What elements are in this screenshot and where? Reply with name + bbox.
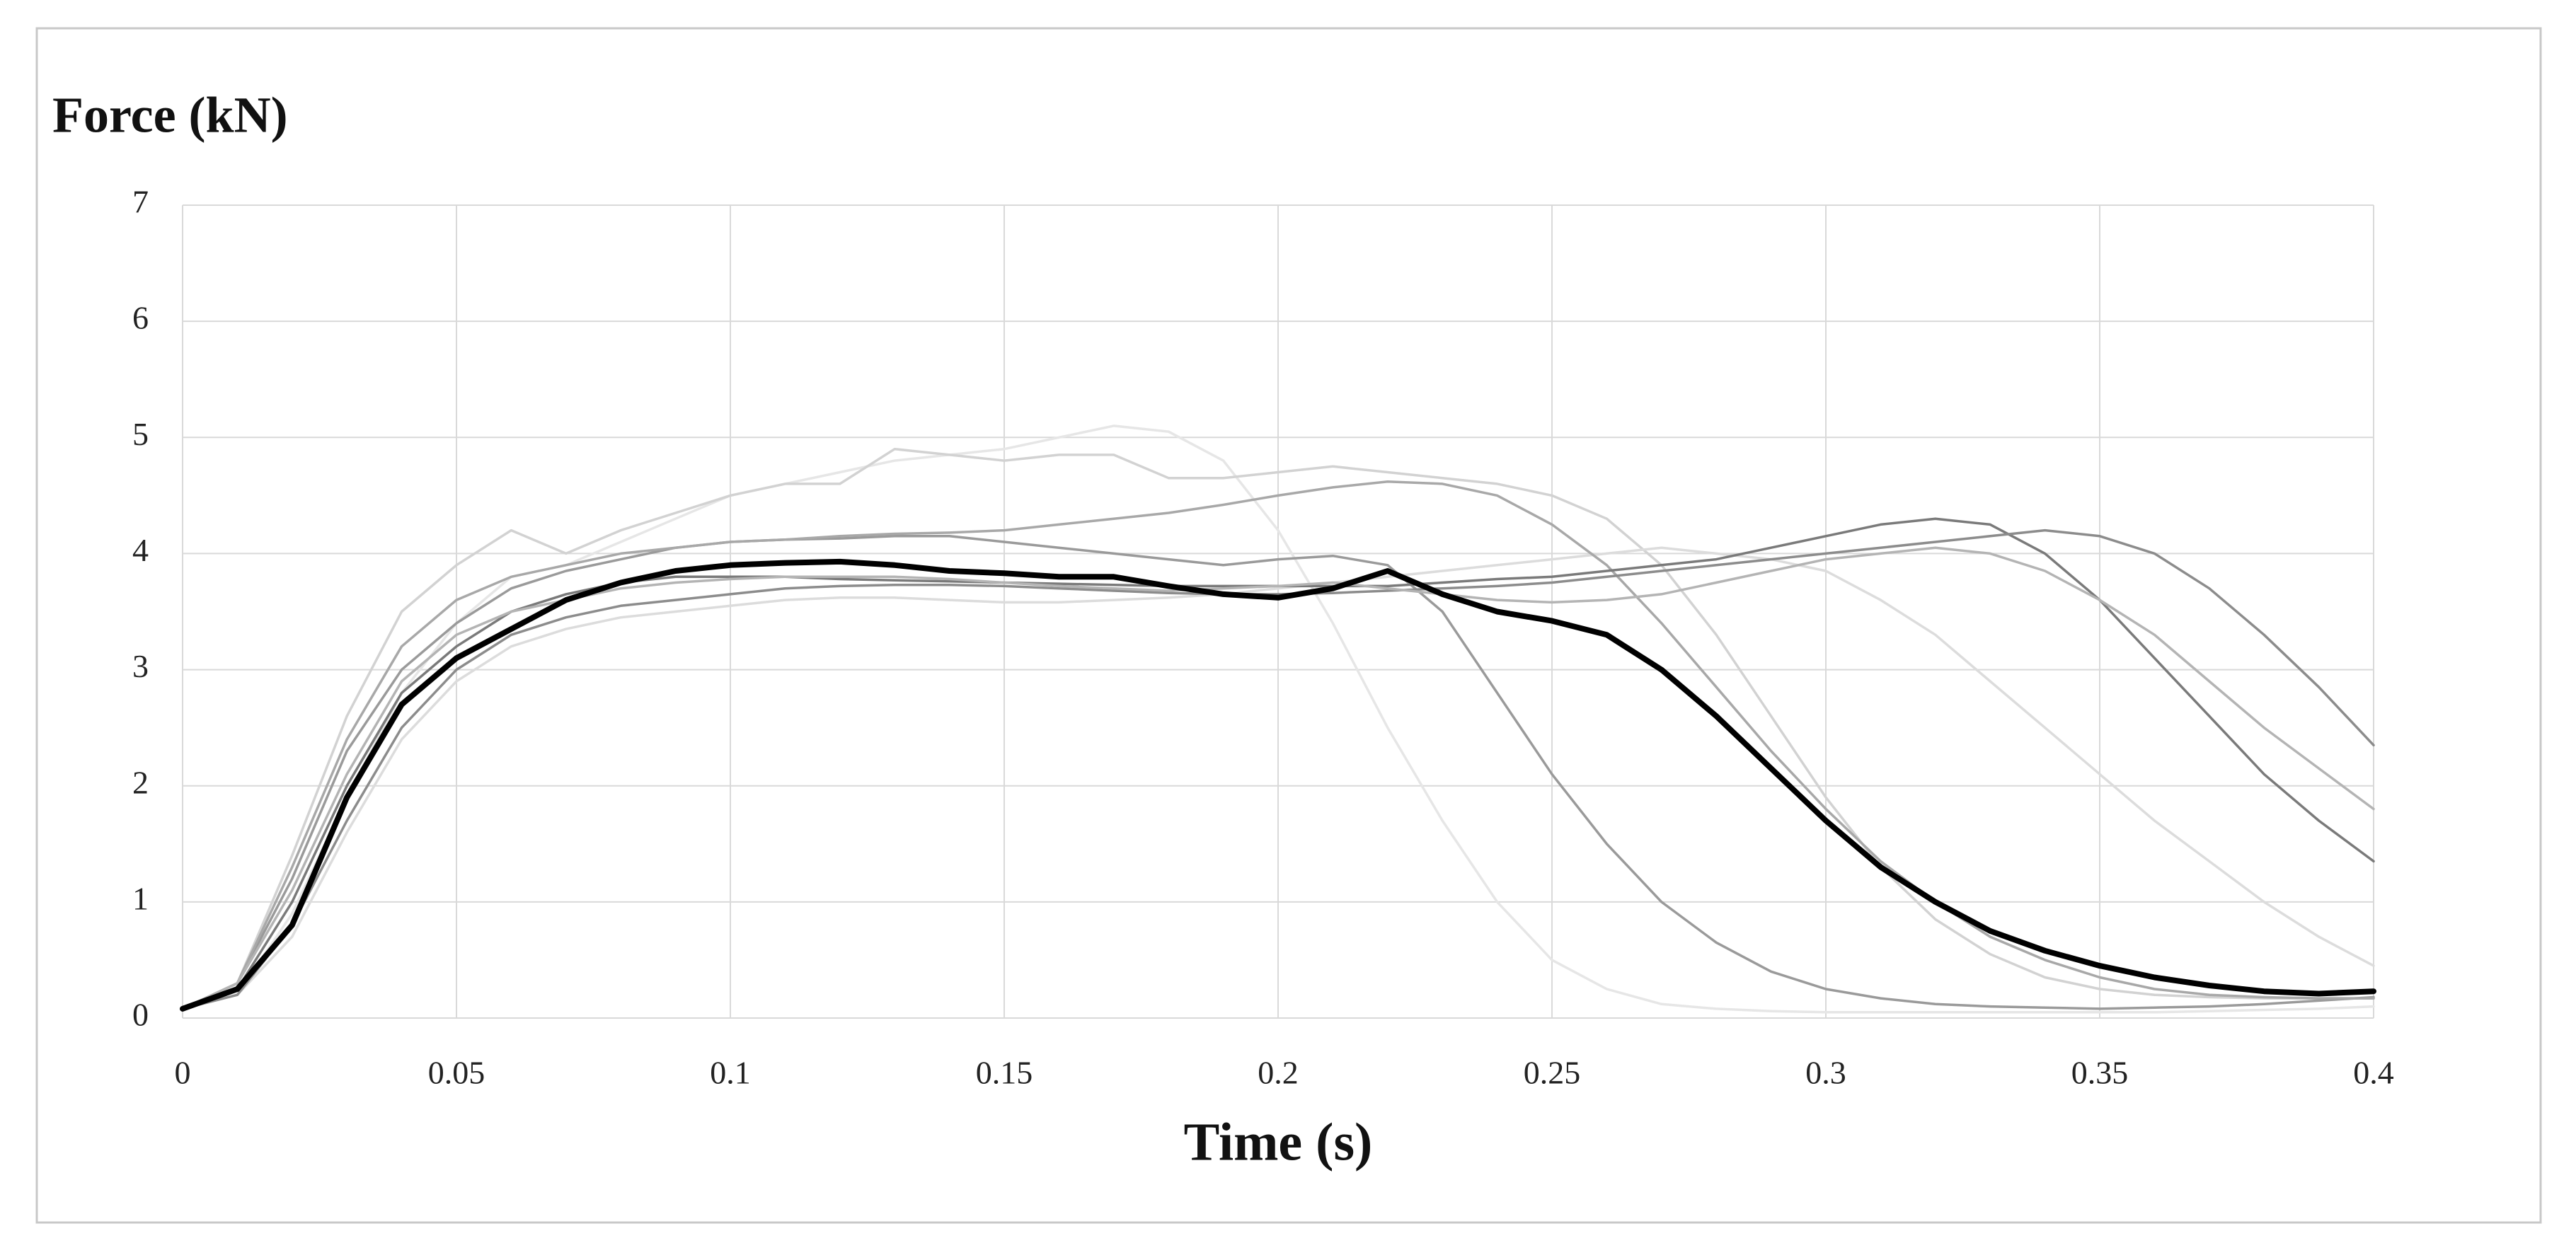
chart-frame	[35, 27, 2542, 1224]
x-tick-label: 0.4	[2353, 1055, 2394, 1091]
y-tick-label: 3	[132, 648, 149, 684]
x-axis-title: Time (s)	[1184, 1112, 1373, 1172]
data-line	[181, 535, 2375, 1010]
x-tick-label: 0.05	[428, 1055, 485, 1091]
y-tick-label: 4	[132, 532, 149, 568]
y-tick-label: 7	[132, 184, 149, 220]
data-line	[180, 558, 2376, 1012]
y-tick-label: 6	[132, 300, 149, 336]
y-tick-label: 5	[132, 416, 149, 452]
y-axis-title: Force (kN)	[52, 87, 288, 144]
y-tick-label: 2	[132, 764, 149, 800]
data-line	[181, 546, 2375, 1010]
x-tick-label: 0.2	[1258, 1055, 1299, 1091]
data-line	[181, 528, 2375, 1010]
x-tick-label: 0.15	[976, 1055, 1033, 1091]
x-tick-label: 0.25	[1524, 1055, 1581, 1091]
y-tick-label: 0	[132, 997, 149, 1033]
x-tick-label: 0.1	[710, 1055, 751, 1091]
data-line	[181, 480, 2375, 1010]
x-tick-label: 0.35	[2071, 1055, 2129, 1091]
x-tick-label: 0	[175, 1055, 191, 1091]
y-tick-label: 1	[132, 880, 149, 916]
data-line	[181, 447, 2375, 1010]
x-tick-label: 0.3	[1805, 1055, 1846, 1091]
data-line	[181, 546, 2375, 1010]
